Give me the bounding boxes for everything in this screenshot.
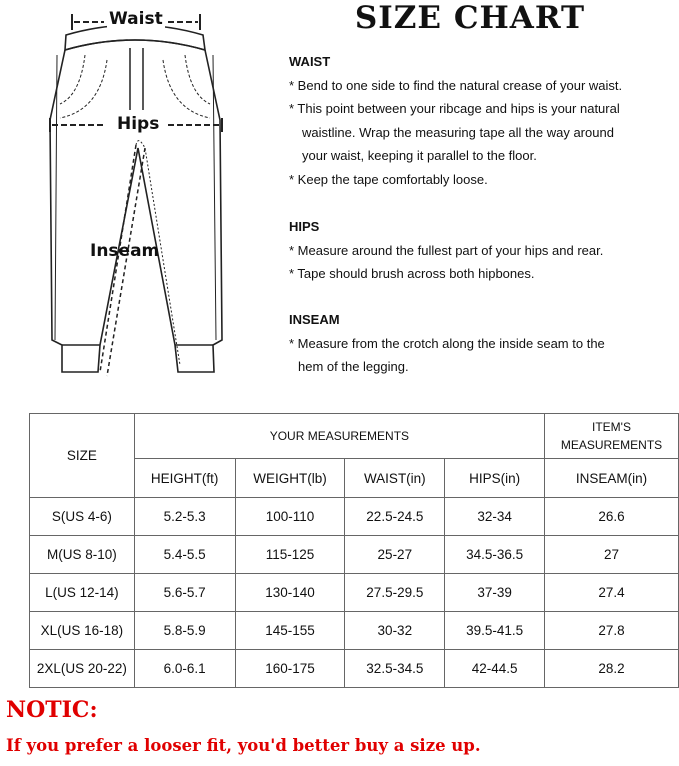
measurement-cell: 39.5-41.5 <box>444 611 546 650</box>
measurement-cell: 5.4-5.5 <box>133 535 236 574</box>
table-row: XL(US 16-18) 5.8-5.9 145-155 30-32 39.5-41.5… <box>29 611 679 650</box>
notice-label: NOTIC: <box>6 697 98 723</box>
instruction-line: * This point between your ribcage and hi… <box>289 101 620 116</box>
inseam-heading: INSEAM <box>289 312 340 327</box>
column-header: HIPS(in) <box>444 458 546 498</box>
instruction-line: your waist, keeping it parallel to the f… <box>302 148 537 163</box>
measurement-cell: 5.8-5.9 <box>133 611 236 650</box>
measurement-cell: 26.6 <box>544 497 679 536</box>
measurement-cell: 42-44.5 <box>444 649 546 688</box>
measurement-cell: 160-175 <box>234 649 346 688</box>
notice-text: If you prefer a looser fit, you'd better… <box>6 736 481 755</box>
pants-diagram <box>49 14 223 377</box>
size-header: SIZE <box>29 413 135 498</box>
instruction-line: * Measure from the crotch along the insi… <box>289 335 605 351</box>
column-header: HEIGHT(ft) <box>133 458 236 498</box>
measurement-cell: 100-110 <box>234 497 346 536</box>
instruction-line: * Tape should brush across both hipbones… <box>289 266 535 281</box>
size-cell: L(US 12-14) <box>29 573 135 612</box>
measurement-cell: 130-140 <box>234 573 346 612</box>
size-cell: 2XL(US 20-22) <box>29 649 135 688</box>
hips-heading: HIPS <box>289 219 320 234</box>
waist-instructions: WAIST * Bend to one side to find the nat… <box>289 50 622 191</box>
items-measurements-header: ITEM'S MEASUREMENTS <box>544 413 679 459</box>
size-cell: S(US 4-6) <box>29 497 135 536</box>
size-cell: XL(US 16-18) <box>29 611 135 650</box>
measurement-cell: 5.2-5.3 <box>133 497 236 536</box>
size-table: SIZE YOUR MEASUREMENTS ITEM'S MEASUREMEN… <box>29 413 679 688</box>
measurement-cell: 34.5-36.5 <box>444 535 546 574</box>
inseam-label: Inseam <box>90 241 160 261</box>
your-measurements-header: YOUR MEASUREMENTS <box>133 413 546 459</box>
measurement-cell: 32-34 <box>444 497 546 536</box>
measurement-cell: 5.6-5.7 <box>133 573 236 612</box>
table-row: M(US 8-10) 5.4-5.5 115-125 25-27 34.5-36.5 27 <box>29 535 679 574</box>
measurement-cell: 22.5-24.5 <box>344 497 446 536</box>
measurement-cell: 25-27 <box>344 535 446 574</box>
instruction-line: * Bend to one side to find the natural c… <box>289 77 623 93</box>
size-cell: M(US 8-10) <box>29 535 135 574</box>
measurement-cell: 32.5-34.5 <box>344 649 446 688</box>
instruction-line: * Keep the tape comfortably loose. <box>289 171 488 187</box>
measurement-cell: 145-155 <box>234 611 346 650</box>
measurement-cell: 115-125 <box>234 535 346 574</box>
inseam-instructions: INSEAM * Measure from the crotch along t… <box>289 308 605 379</box>
measurement-cell: 37-39 <box>444 573 546 612</box>
measurement-cell: 27 <box>544 535 679 574</box>
column-header: WAIST(in) <box>344 458 446 498</box>
measurement-cell: 28.2 <box>544 649 679 688</box>
column-header: WEIGHT(lb) <box>234 458 346 498</box>
instruction-line: hem of the legging. <box>298 359 409 374</box>
measurement-cell: 27.4 <box>544 573 679 612</box>
waist-label: Waist <box>107 9 165 29</box>
instruction-line: * Measure around the fullest part of you… <box>289 242 604 258</box>
hips-label: Hips <box>115 114 162 134</box>
hips-instructions: HIPS * Measure around the fullest part o… <box>289 215 603 286</box>
instruction-line: waistline. Wrap the measuring tape all t… <box>302 124 614 140</box>
measurement-cell: 27.5-29.5 <box>344 573 446 612</box>
measurement-cell: 6.0-6.1 <box>133 649 236 688</box>
column-header: INSEAM(in) <box>544 458 679 498</box>
waist-heading: WAIST <box>289 54 331 69</box>
table-row: L(US 12-14) 5.6-5.7 130-140 27.5-29.5 37-39 2… <box>29 573 679 612</box>
measurement-cell: 27.8 <box>544 611 679 650</box>
table-row: 2XL(US 20-22) 6.0-6.1 160-175 32.5-34.5 42-4… <box>29 649 679 688</box>
measurement-cell: 30-32 <box>344 611 446 650</box>
table-row: S(US 4-6) 5.2-5.3 100-110 22.5-24.5 32-34 26.… <box>29 497 679 536</box>
page-title: SIZE CHART <box>354 0 586 36</box>
